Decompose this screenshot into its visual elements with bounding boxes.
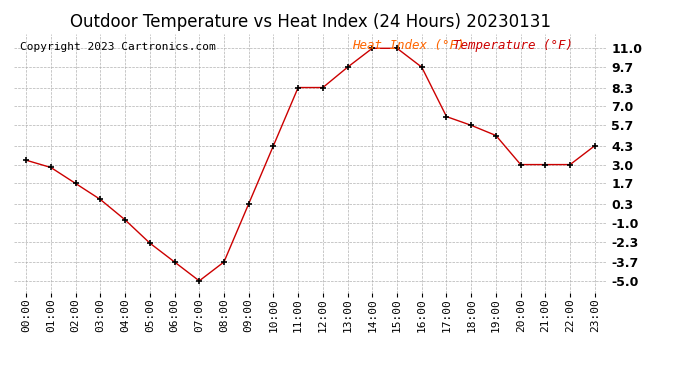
Text: Copyright 2023 Cartronics.com: Copyright 2023 Cartronics.com	[20, 42, 215, 51]
Title: Outdoor Temperature vs Heat Index (24 Hours) 20230131: Outdoor Temperature vs Heat Index (24 Ho…	[70, 13, 551, 31]
Text: Temperature (°F): Temperature (°F)	[453, 39, 573, 52]
Text: Heat Index (°F): Heat Index (°F)	[352, 39, 464, 52]
